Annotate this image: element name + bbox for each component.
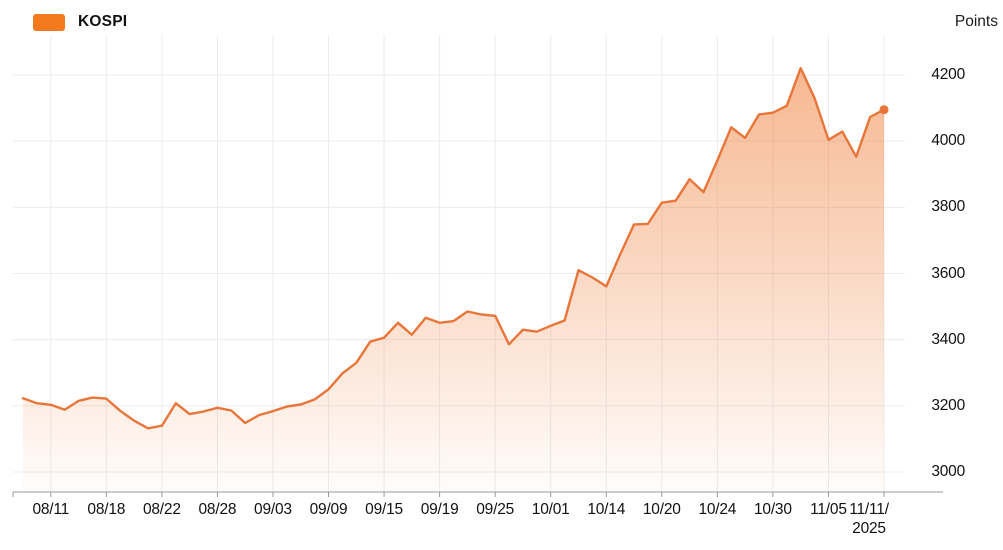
x-axis-tick-label: 10/30 — [753, 501, 792, 518]
legend-item-kospi[interactable]: KOSPI — [33, 13, 127, 31]
y-axis-unit-label: Points — [954, 13, 998, 30]
x-axis-tick-label: 10/24 — [698, 501, 737, 518]
x-axis-tick-label: 09/19 — [420, 501, 459, 518]
x-axis-line-group — [12, 491, 943, 497]
y-axis-tick-label: 3200 — [931, 396, 965, 414]
y-axis-tick-label: 3400 — [931, 330, 965, 348]
x-axis-tick-label: 09/25 — [476, 501, 515, 518]
x-axis-tick-label: 08/28 — [198, 501, 237, 518]
x-axis-tick-label: 10/14 — [587, 501, 626, 518]
x-axis-tick-label: 08/22 — [142, 501, 181, 518]
y-axis-tick-label: 4000 — [931, 132, 965, 150]
x-axis-tick-label: 08/18 — [87, 501, 126, 518]
y-axis-tick-label: 3600 — [931, 264, 965, 282]
x-axis-tick-label: 11/05 — [810, 501, 847, 518]
kospi-series — [21, 66, 889, 492]
x-axis-tick-label: 09/09 — [309, 501, 348, 518]
kospi-line — [21, 66, 886, 430]
kospi-area-fill — [23, 68, 884, 492]
x-axis-tick-label: 09/15 — [365, 501, 403, 518]
x-axis-tick-label: 08/11 — [32, 501, 70, 518]
y-axis-tick-label: 4200 — [931, 66, 965, 83]
kospi-series-swatch — [33, 13, 65, 31]
last-point-marker[interactable] — [879, 105, 889, 115]
y-axis-tick-label: 3000 — [931, 463, 965, 480]
x-axis-tick-label: 10/01 — [531, 501, 570, 518]
kospi-series-label: KOSPI — [78, 13, 128, 30]
x-axis-tick-label: 10/20 — [642, 501, 681, 518]
y-axis-tick-label: 3800 — [931, 198, 965, 216]
x-axis-tick-label: 09/03 — [254, 501, 292, 518]
x-axis-tick-label: 11/11/ 2025 — [849, 501, 889, 537]
